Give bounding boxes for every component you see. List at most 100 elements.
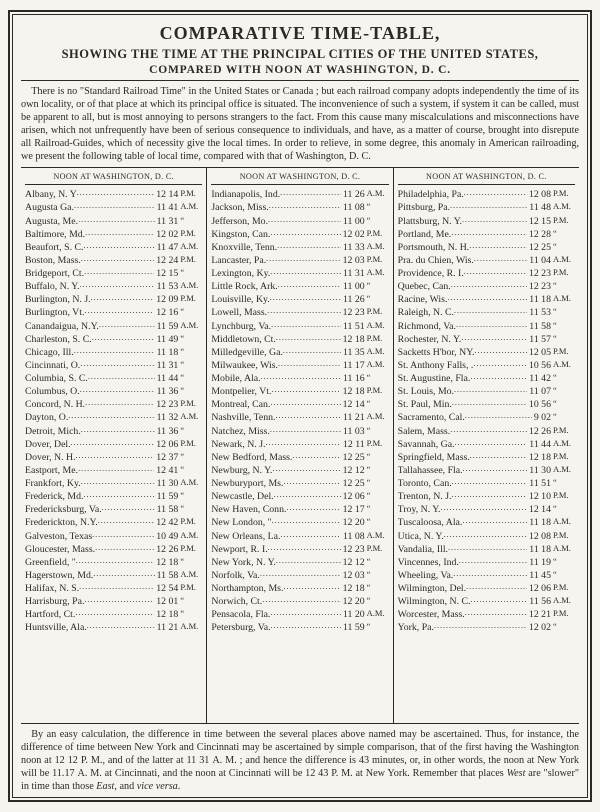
outer-border: COMPARATIVE TIME-TABLE, SHOWING THE TIME… xyxy=(8,10,592,802)
local-time: 12 23 xyxy=(341,543,367,556)
city-name: St. Paul, Min. xyxy=(398,398,527,411)
local-time: 12 18 xyxy=(527,451,553,464)
local-time: 12 03 xyxy=(341,569,367,582)
table-row: Dover, N. H.12 37“ xyxy=(25,451,202,464)
table-row: Rochester, N. Y.11 57“ xyxy=(398,333,575,346)
local-time: 11 58 xyxy=(155,569,181,582)
table-row: Newcastle, Del.12 06“ xyxy=(211,490,388,503)
local-time: 11 45 xyxy=(527,569,553,582)
table-row: Newburg, N. Y.12 12“ xyxy=(211,464,388,477)
table-row: Plattsburg, N. Y.12 15P.M. xyxy=(398,215,575,228)
meridiem: A.M. xyxy=(553,438,575,451)
meridiem: “ xyxy=(180,595,202,608)
table-row: Portland, Me.12 28“ xyxy=(398,228,575,241)
table-row: Eastport, Me.12 41“ xyxy=(25,464,202,477)
city-name: Norwich, Ct. xyxy=(211,595,340,608)
city-name: Albany, N. Y xyxy=(25,188,154,201)
city-name: Utica, N. Y. xyxy=(398,530,527,543)
city-name: Pensacola, Fla. xyxy=(211,608,341,621)
city-name: Concord, N. H. xyxy=(25,398,154,411)
local-time: 12 14 xyxy=(154,188,180,201)
intro-paragraph: There is no "Standard Railroad Time" in … xyxy=(21,85,579,168)
city-name: Philadelphia, Pa. xyxy=(398,188,527,201)
meridiem: “ xyxy=(553,569,575,582)
table-row: Baltimore, Md.12 02P.M. xyxy=(25,228,202,241)
table-row: Philadelphia, Pa.12 08P.M. xyxy=(398,188,575,201)
local-time: 11 36 xyxy=(155,385,181,398)
table-row: Pra. du Chien, Wis.11 04A.M. xyxy=(398,254,575,267)
city-name: St. Louis, Mo. xyxy=(398,385,528,398)
table-row: Frederickton, N.Y.12 42P.M. xyxy=(25,516,202,529)
local-time: 12 20 xyxy=(341,516,367,529)
table-row: Sacramento, Cal.9 02“ xyxy=(398,411,575,424)
table-row: Lowell, Mass.12 23P.M. xyxy=(211,306,388,319)
local-time: 11 44 xyxy=(155,372,181,385)
local-time: 12 21 xyxy=(527,608,553,621)
table-row: Providence, R. I.12 23P.M. xyxy=(398,267,575,280)
local-time: 11 53 xyxy=(527,306,553,319)
meridiem: “ xyxy=(367,398,389,411)
city-name: York, Pa. xyxy=(398,621,527,634)
table-row: Toronto, Can.11 51“ xyxy=(398,477,575,490)
local-time: 12 06 xyxy=(527,582,553,595)
table-row: York, Pa.12 02“ xyxy=(398,621,575,634)
local-time: 12 16 xyxy=(154,306,180,319)
city-name: Bridgeport, Ct. xyxy=(25,267,154,280)
meridiem: P.M. xyxy=(180,398,202,411)
local-time: 11 31 xyxy=(155,359,181,372)
page-subtitle-2: COMPARED WITH NOON AT WASHINGTON, D. C. xyxy=(21,64,579,81)
city-name: Columbus, O. xyxy=(25,385,155,398)
city-name: Salem, Mass. xyxy=(398,425,527,438)
table-row: Huntsville, Ala.11 21A.M. xyxy=(25,621,202,634)
meridiem: A.M. xyxy=(553,595,575,608)
meridiem: A.M. xyxy=(367,188,389,201)
city-name: Tallahassee, Fla. xyxy=(398,464,528,477)
local-time: 12 18 xyxy=(154,556,180,569)
table-row: Wilmington, N. C.11 56A.M. xyxy=(398,595,575,608)
city-name: Hartford, Ct. xyxy=(25,608,154,621)
table-row: Kingston, Can.12 02P.M. xyxy=(211,228,388,241)
meridiem: “ xyxy=(367,215,389,228)
meridiem: “ xyxy=(180,385,202,398)
meridiem: P.M. xyxy=(553,267,575,280)
table-row: Pensacola, Fla.11 20A.M. xyxy=(211,608,388,621)
city-name: Vandalia, Ill. xyxy=(398,543,528,556)
table-row: Bridgeport, Ct.12 15“ xyxy=(25,267,202,280)
local-time: 12 17 xyxy=(341,503,367,516)
meridiem: P.M. xyxy=(553,582,575,595)
footer-text: . xyxy=(178,781,181,792)
local-time: 11 30 xyxy=(155,477,181,490)
meridiem: A.M. xyxy=(553,359,575,372)
local-time: 11 53 xyxy=(155,280,181,293)
meridiem: P.M. xyxy=(180,582,202,595)
local-time: 11 49 xyxy=(155,333,181,346)
local-time: 12 03 xyxy=(341,254,367,267)
table-row: Salem, Mass.12 26P.M. xyxy=(398,425,575,438)
table-row: Lexington, Ky.11 31A.M. xyxy=(211,267,388,280)
footer-am: A. M. xyxy=(212,755,236,766)
local-time: 11 51 xyxy=(527,477,553,490)
local-time: 12 18 xyxy=(154,608,180,621)
table-row: New Bedford, Mass.12 25“ xyxy=(211,451,388,464)
city-name: Providence, R. I. xyxy=(398,267,527,280)
city-name: Hagerstown, Md. xyxy=(25,569,155,582)
local-time: 12 14 xyxy=(527,503,553,516)
meridiem: A.M. xyxy=(367,241,389,254)
local-time: 12 24 xyxy=(154,254,180,267)
local-time: 12 26 xyxy=(154,543,180,556)
city-name: Cincinnati, O. xyxy=(25,359,155,372)
column-header: NOON AT WASHINGTON, D. C. xyxy=(398,170,575,185)
local-time: 12 23 xyxy=(154,398,180,411)
meridiem: “ xyxy=(180,503,202,516)
city-name: Worcester, Mass. xyxy=(398,608,527,621)
local-time: 11 35 xyxy=(341,346,367,359)
local-time: 10 56 xyxy=(527,359,553,372)
table-row: New York, N. Y.12 12“ xyxy=(211,556,388,569)
local-time: 11 31 xyxy=(155,215,181,228)
table-row: Middletown, Ct.12 18P.M. xyxy=(211,333,388,346)
meridiem: A.M. xyxy=(180,201,202,214)
footer-text: , and xyxy=(114,781,136,792)
local-time: 11 59 xyxy=(155,320,181,333)
city-name: Jackson, Miss. xyxy=(211,201,341,214)
local-time: 11 32 xyxy=(155,411,181,424)
